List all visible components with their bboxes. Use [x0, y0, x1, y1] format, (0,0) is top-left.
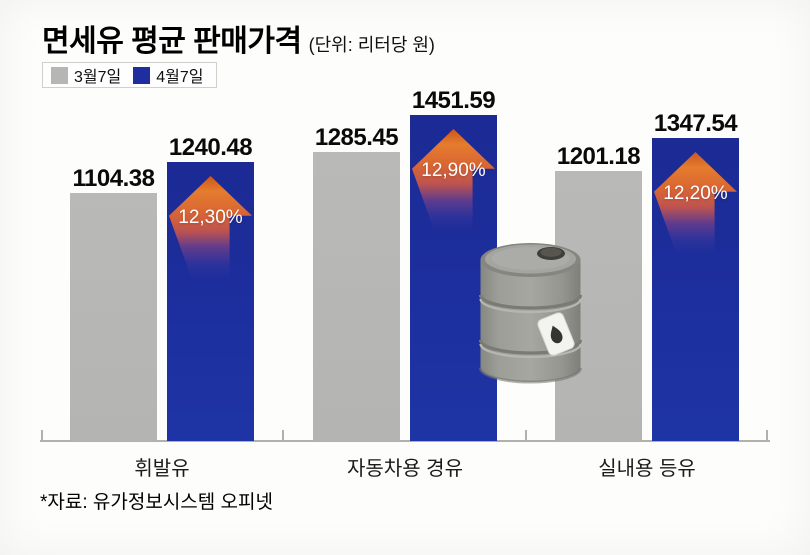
value-label-apr7-group2: 1451.59 [411, 87, 496, 114]
category-label-group1: 휘발유 [134, 458, 190, 480]
legend-swatch-blue [133, 66, 151, 84]
category-label-group3: 실내용 등유 [598, 458, 696, 480]
barrel-rib-2 [478, 339, 583, 355]
barrel-rib-2-highlight [479, 343, 582, 359]
legend-item-mar7: 3월7일 [51, 63, 121, 87]
header: 면세유 평균 판매가격 (단위: 리터당 원) [42, 16, 435, 60]
percent-change-label-group3: 12,20% [663, 183, 728, 204]
page-title: 면세유 평균 판매가격 [42, 25, 302, 58]
value-label-mar7-group2: 1285.45 [314, 124, 399, 151]
barrel-bottom-shade [479, 367, 582, 384]
x-axis-tick-0 [41, 430, 43, 441]
legend-item-apr7: 4월7일 [133, 63, 204, 87]
barrel-cap-top [540, 247, 562, 257]
value-label-mar7-group1: 1104.38 [72, 165, 155, 192]
legend: 3월7일 4월7일 [42, 62, 217, 88]
x-axis-tick-2 [525, 430, 527, 441]
value-label-apr7-group1: 1240.48 [168, 134, 253, 161]
value-label-apr7-group3: 1347.54 [653, 110, 738, 137]
value-label-mar7-group3: 1201.18 [556, 143, 641, 170]
oil-drop-icon [550, 325, 563, 344]
barrel-rib-1 [478, 294, 583, 310]
x-axis-tick-3 [766, 430, 768, 441]
bar-mar7-group1 [70, 193, 157, 441]
legend-swatch-gray [51, 66, 68, 84]
barrel-rib-1-highlight [479, 298, 582, 314]
x-axis-tick-1 [282, 430, 284, 441]
legend-label-apr7: 4월7일 [156, 69, 204, 86]
percent-change-label-group1: 12,30% [178, 207, 243, 228]
oil-barrel-illustration [478, 243, 583, 384]
source-note: *자료: 유가정보시스템 오피넷 [40, 492, 273, 513]
legend-label-mar7: 3월7일 [74, 69, 122, 86]
x-axis-line [40, 440, 770, 442]
bar-mar7-group2 [313, 152, 400, 441]
barrel-label [537, 312, 575, 356]
category-label-group2: 자동차용 경유 [347, 458, 463, 480]
percent-change-label-group2: 12,90% [421, 160, 486, 181]
unit-note: (단위: 리터당 원) [308, 35, 435, 55]
